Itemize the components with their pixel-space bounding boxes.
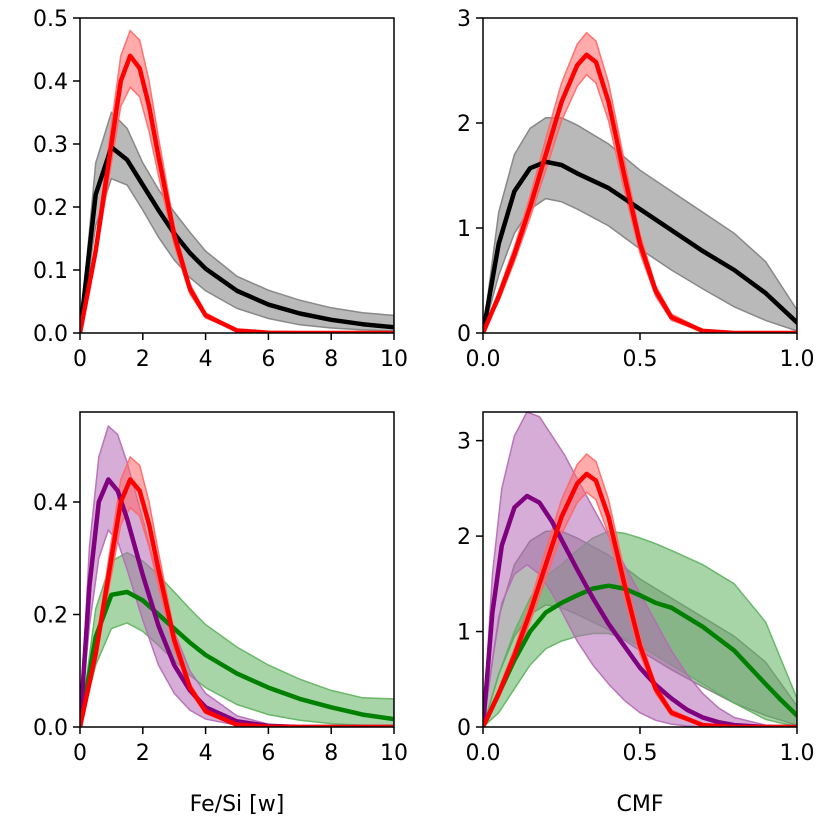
band-purple: [80, 424, 394, 727]
y-tick-label: 0.5: [33, 7, 68, 32]
y-tick-label: 0.2: [33, 196, 68, 221]
x-tick-label: 8: [324, 347, 338, 372]
plot-area: [483, 31, 797, 333]
line-purple: [483, 493, 797, 727]
x-axis-label: Fe/Si [w]: [190, 792, 285, 817]
band-red: [80, 455, 394, 727]
y-tick-label: 1: [457, 621, 471, 646]
x-tick-label: 0.5: [623, 741, 658, 766]
y-tick-label: 0.1: [33, 259, 68, 284]
plot-area: [80, 424, 394, 727]
band-red: [80, 29, 394, 333]
band-green: [80, 551, 394, 727]
plot-area: [483, 412, 797, 727]
x-tick-label: 4: [199, 741, 213, 766]
band-purple: [483, 412, 797, 727]
y-tick-label: 0.4: [33, 491, 68, 516]
x-tick-label: 0.0: [466, 347, 501, 372]
y-tick-label: 0.4: [33, 70, 68, 95]
band-gray: [483, 117, 797, 333]
y-tick-label: 0.2: [33, 604, 68, 629]
axes-frame: [79, 411, 395, 728]
x-tick-label: 4: [199, 347, 213, 372]
x-tick-label: 1.0: [780, 347, 815, 372]
panel-top-right: 0.0 0.5 1.0 0 1 2 3: [457, 7, 815, 372]
plot-area: [80, 29, 394, 333]
axes-frame: [79, 17, 395, 334]
line-red: [80, 53, 394, 333]
line-red: [483, 471, 797, 727]
x-tick-label: 8: [324, 741, 338, 766]
x-tick-label: 0.5: [623, 347, 658, 372]
x-tick-label: 6: [261, 347, 275, 372]
x-axis-label: CMF: [617, 792, 664, 817]
y-tick-label: 0: [457, 322, 471, 347]
y-tick-label: 0.3: [33, 133, 68, 158]
band-gray: [80, 111, 394, 333]
x-tick-label: 0.0: [466, 741, 501, 766]
line-green: [483, 583, 797, 727]
y-tick-label: 2: [457, 112, 471, 137]
y-tick-label: 2: [457, 525, 471, 550]
line-red: [483, 52, 797, 333]
y-tick-label: 3: [457, 430, 471, 455]
line-red: [80, 477, 394, 727]
x-tick-label: 2: [136, 347, 150, 372]
y-tick-label: 0.0: [33, 716, 68, 741]
line-green: [80, 589, 394, 727]
panel-bottom-right: 0.0 0.5 1.0 0 1 2 3 CMF: [457, 411, 815, 817]
x-tick-label: 6: [261, 741, 275, 766]
y-tick-label: 3: [457, 7, 471, 32]
y-tick-label: 1: [457, 217, 471, 242]
y-tick-label: 0: [457, 716, 471, 741]
y-tick-label: 0.0: [33, 322, 68, 347]
line-gray: [80, 144, 394, 333]
x-tick-label: 10: [380, 741, 408, 766]
x-tick-label: 1.0: [780, 741, 815, 766]
x-tick-label: 0: [73, 347, 87, 372]
panel-top-left: 0 2 4 6 8 10 0.0 0.1 0.2 0.3 0.4 0.5: [33, 7, 408, 372]
x-tick-label: 2: [136, 741, 150, 766]
panel-bottom-left: 0 2 4 6 8 10 0.0 0.2 0.4 Fe/Si [w]: [33, 411, 408, 817]
x-tick-label: 0: [73, 741, 87, 766]
x-tick-label: 10: [380, 347, 408, 372]
line-gray: [483, 159, 797, 333]
